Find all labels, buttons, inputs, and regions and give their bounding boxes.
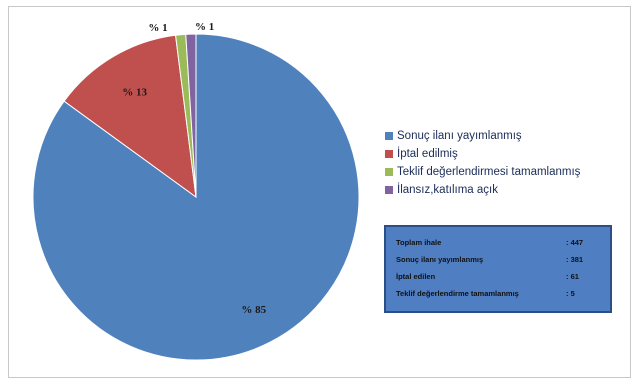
summary-value-iptal: : 61 — [566, 272, 579, 281]
summary-label-sonuc: Sonuç ilanı yayımlanmış — [396, 255, 484, 264]
pie-chart: % 85 % 13 % 1 % 1 — [32, 21, 360, 361]
legend-item-teklif: Teklif değerlendirmesi tamamlanmış — [385, 163, 580, 181]
chart-frame: % 85 % 13 % 1 % 1 Sonuç ilanı yayımlanmış İ… — [8, 6, 631, 378]
summary-value-teklif: : 5 — [566, 289, 575, 298]
legend-item-iptal: İptal edilmiş — [385, 145, 580, 163]
summary-row-iptal: İptal edilen : 61 — [396, 268, 600, 285]
summary-label-toplam: Toplam ihale — [396, 238, 442, 247]
legend-label-teklif: Teklif değerlendirmesi tamamlanmış — [397, 166, 581, 178]
legend-label-ilansiz: İlansız,katılıma açık — [397, 184, 498, 196]
legend-label-sonuc: Sonuç ilanı yayımlanmış — [397, 130, 522, 142]
pie-label-sonuc: % 85 — [241, 304, 266, 316]
legend-item-ilansiz: İlansız,katılıma açık — [385, 181, 580, 199]
summary-box: Toplam ihale : 447 Sonuç ilanı yayımlanm… — [384, 225, 612, 313]
legend-swatch-sonuc — [385, 132, 393, 140]
summary-label-teklif: Teklif değerlendirme tamamlanmış — [396, 289, 519, 298]
legend-swatch-iptal — [385, 150, 393, 158]
legend-swatch-ilansiz — [385, 186, 393, 194]
legend-item-sonuc: Sonuç ilanı yayımlanmış — [385, 127, 580, 145]
summary-row-toplam: Toplam ihale : 447 — [396, 234, 600, 251]
legend-label-iptal: İptal edilmiş — [397, 148, 458, 160]
summary-value-sonuc: : 381 — [566, 255, 584, 264]
legend-swatch-teklif — [385, 168, 393, 176]
pie-slice-iptal — [63, 34, 197, 199]
summary-value-toplam: : 447 — [566, 238, 584, 247]
pie-label-ilansiz: % 1 — [195, 21, 214, 33]
summary-label-iptal: İptal edilen — [396, 272, 436, 281]
pie-label-teklif: % 1 — [148, 22, 167, 34]
summary-row-teklif: Teklif değerlendirme tamamlanmış : 5 — [396, 285, 600, 302]
pie-label-iptal: % 13 — [122, 87, 147, 99]
pie-slice-ilansiz — [185, 33, 197, 198]
legend: Sonuç ilanı yayımlanmış İptal edilmiş Te… — [385, 127, 580, 199]
summary-row-sonuc: Sonuç ilanı yayımlanmış : 381 — [396, 251, 600, 268]
